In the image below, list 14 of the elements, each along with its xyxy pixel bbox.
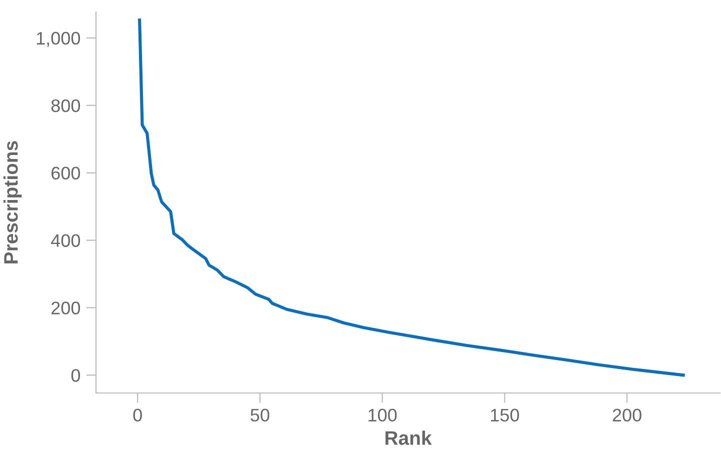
y-tick-label: 0 (71, 369, 80, 382)
x-tick-label: 200 (612, 408, 642, 422)
x-tick-label: 100 (368, 408, 397, 422)
y-tick-label: 600 (52, 166, 80, 180)
x-tick-label: 0 (133, 408, 142, 422)
y-tick-label: 800 (51, 99, 80, 112)
y-tick-label: 400 (51, 234, 80, 247)
line-series (138, 18, 685, 377)
y-tick-label: 200 (52, 302, 80, 314)
x-tick-label: 50 (250, 408, 270, 422)
x-tick-label: 150 (490, 408, 520, 422)
y-axis-title: Prescriptions (4, 141, 22, 264)
x-axis-title: Rank (386, 430, 432, 445)
y-tick-label: 1,000 (36, 32, 80, 47)
